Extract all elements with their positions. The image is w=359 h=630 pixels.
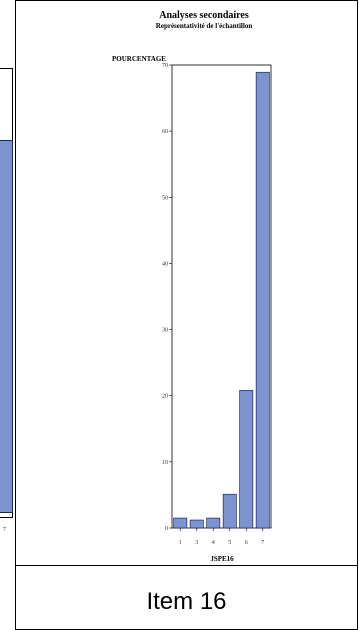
x-tick-label: 3 <box>195 540 198 546</box>
caption-separator <box>15 565 358 566</box>
x-axis-ticks: 1 3 4 5 6 7 <box>179 528 264 546</box>
bar-4 <box>206 517 221 529</box>
y-tick-label: 20 <box>162 394 168 400</box>
chart-subtitle: Représentativité de l'échantillon <box>156 22 253 30</box>
bar-6 <box>239 390 254 529</box>
bar-5 <box>222 493 237 529</box>
item-caption: Item 16 <box>146 588 227 615</box>
y-tick-label: 70 <box>162 63 168 69</box>
x-tick-label: 1 <box>179 540 182 546</box>
x-tick-label: 7 <box>261 540 264 546</box>
left-chart-bar <box>0 140 13 513</box>
bars <box>173 71 270 529</box>
left-partial-chart: 7 <box>0 0 14 630</box>
x-tick-label: 5 <box>228 540 231 546</box>
bar-chart: Analyses secondaires Représentativité de… <box>112 10 272 563</box>
y-tick-label: 30 <box>162 328 168 334</box>
frame-right <box>357 0 358 630</box>
left-chart-tick: 7 <box>3 527 6 533</box>
x-tick-label: 6 <box>245 540 248 546</box>
bar-3 <box>189 519 204 529</box>
y-tick-label: 0 <box>165 526 168 532</box>
bar-7 <box>255 71 270 529</box>
y-tick-label: 50 <box>162 195 168 201</box>
frame-top <box>15 0 358 1</box>
x-axis-label: JSPE16 <box>210 555 234 563</box>
panel-divider <box>15 0 16 630</box>
y-axis-label: POURCENTAGE <box>112 55 166 63</box>
plot-frame <box>171 64 272 529</box>
bar-1 <box>173 517 188 529</box>
chart-title: Analyses secondaires <box>159 10 249 21</box>
y-tick-label: 40 <box>162 261 168 267</box>
y-axis-ticks: 0 10 20 30 40 50 60 70 <box>162 63 172 532</box>
x-tick-label: 4 <box>212 540 215 546</box>
y-tick-label: 10 <box>162 460 168 466</box>
y-tick-label: 60 <box>162 129 168 135</box>
